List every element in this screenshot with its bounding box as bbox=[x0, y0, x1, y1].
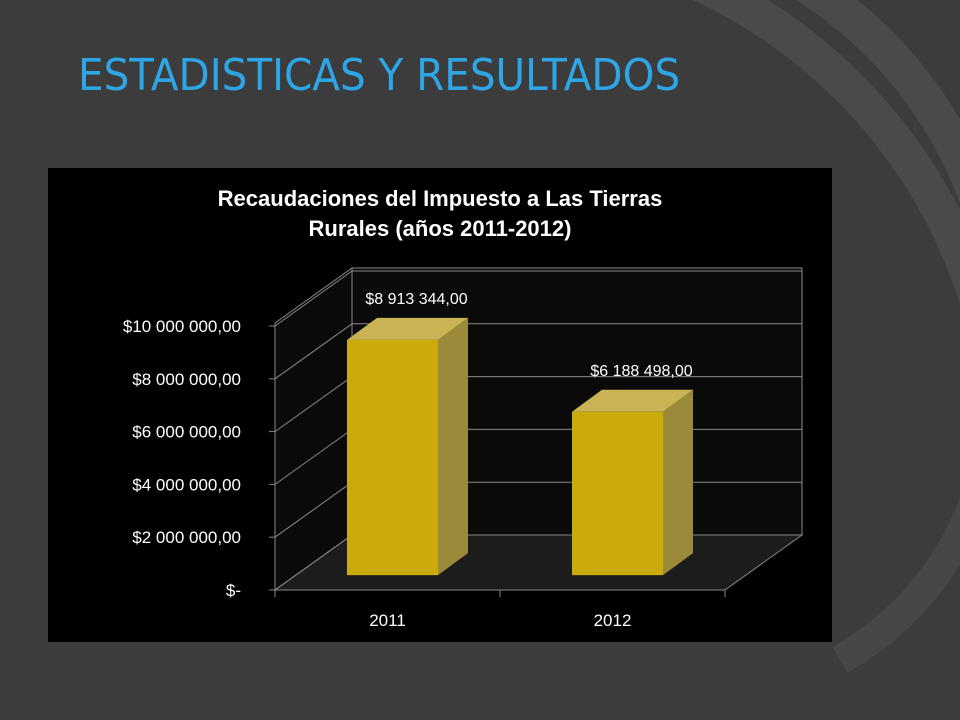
y-tick-label: $2 000 000,00 bbox=[132, 528, 241, 547]
data-label: $8 913 344,00 bbox=[365, 291, 467, 308]
chart-title-line1: Recaudaciones del Impuesto a Las Tierras bbox=[217, 186, 663, 211]
bar-side bbox=[438, 317, 468, 576]
bar-top bbox=[347, 317, 468, 340]
data-labels: $8 913 344,00 $6 188 498,00 bbox=[365, 291, 692, 380]
gridline-diagonal bbox=[274, 270, 353, 327]
chart-panel: Recaudaciones del Impuesto a Las Tierras… bbox=[48, 168, 832, 642]
gridline-diagonal bbox=[274, 323, 353, 380]
x-tick-label: 2012 bbox=[594, 611, 632, 630]
x-axis: 2011 2012 bbox=[274, 589, 726, 630]
y-tick-label: $8 000 000,00 bbox=[132, 370, 241, 389]
side-wall bbox=[274, 267, 353, 591]
x-tick-label: 2011 bbox=[369, 611, 406, 630]
slide-title: ESTADISTICAS Y RESULTADOS bbox=[78, 50, 681, 101]
y-axis-ticks: $- $2 000 000,00 $4 000 000,00 $6 000 000,0… bbox=[123, 317, 275, 600]
gridline-diagonal bbox=[274, 534, 353, 591]
bar bbox=[572, 411, 663, 576]
y-tick-label: $6 000 000,00 bbox=[132, 423, 241, 442]
y-tick-label: $10 000 000,00 bbox=[123, 317, 241, 336]
bar-side bbox=[663, 389, 693, 576]
gridline-diagonal bbox=[274, 481, 353, 538]
y-tick-label: $4 000 000,00 bbox=[132, 475, 241, 494]
bars bbox=[347, 317, 693, 576]
data-label: $6 188 498,00 bbox=[590, 363, 692, 380]
gridline-diagonal bbox=[274, 428, 353, 485]
chart-title-line2: Rurales (años 2011-2012) bbox=[308, 216, 572, 241]
bar-chart: $- $2 000 000,00 $4 000 000,00 $6 000 000,0… bbox=[123, 267, 804, 630]
y-tick-label: $- bbox=[226, 581, 241, 600]
bar-top bbox=[572, 389, 693, 412]
chart-title: Recaudaciones del Impuesto a Las Tierras… bbox=[48, 184, 832, 244]
gridline-diagonal bbox=[274, 376, 353, 433]
bar bbox=[347, 339, 438, 576]
